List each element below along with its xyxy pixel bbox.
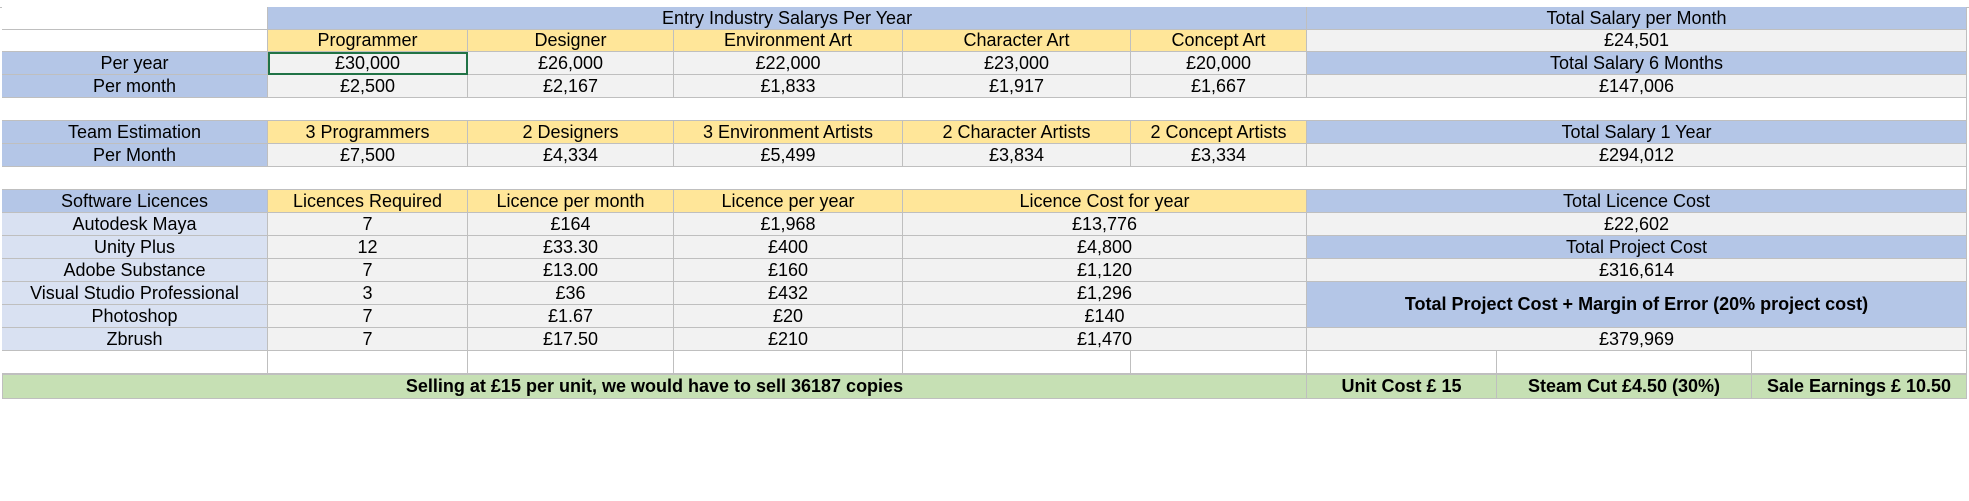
- software-cell[interactable]: £33.30: [468, 236, 674, 259]
- licence-year-header[interactable]: Licence per year: [674, 190, 903, 213]
- software-cell[interactable]: £13.00: [468, 259, 674, 282]
- team-role[interactable]: 3 Environment Artists: [674, 121, 903, 144]
- licences-required-header[interactable]: Licences Required: [268, 190, 468, 213]
- software-name[interactable]: Visual Studio Professional: [2, 282, 268, 305]
- software-cell[interactable]: £160: [674, 259, 903, 282]
- software-cell[interactable]: £400: [674, 236, 903, 259]
- sale-earnings[interactable]: Sale Earnings £ 10.50: [1752, 374, 1967, 399]
- team-month-cell[interactable]: £5,499: [674, 144, 903, 167]
- software-name[interactable]: Adobe Substance: [2, 259, 268, 282]
- team-role[interactable]: 2 Concept Artists: [1131, 121, 1307, 144]
- software-cell[interactable]: £4,800: [903, 236, 1307, 259]
- software-cell[interactable]: 7: [268, 213, 468, 236]
- total-licence-label[interactable]: Total Licence Cost: [1307, 190, 1967, 213]
- software-cell[interactable]: £1,968: [674, 213, 903, 236]
- software-cell[interactable]: 7: [268, 259, 468, 282]
- cell-empty[interactable]: [2, 30, 268, 52]
- software-cell[interactable]: 7: [268, 305, 468, 328]
- steam-cut[interactable]: Steam Cut £4.50 (30%): [1497, 374, 1752, 399]
- software-cell[interactable]: £36: [468, 282, 674, 305]
- software-cell[interactable]: £210: [674, 328, 903, 351]
- per-year-cell[interactable]: £23,000: [903, 52, 1131, 75]
- software-name[interactable]: Photoshop: [2, 305, 268, 328]
- empty-cell[interactable]: [268, 351, 468, 374]
- cell-empty[interactable]: [2, 7, 268, 30]
- per-month-cell[interactable]: £1,667: [1131, 75, 1307, 98]
- empty-row[interactable]: [2, 98, 1967, 121]
- team-estimation-label[interactable]: Team Estimation: [2, 121, 268, 144]
- unit-cost[interactable]: Unit Cost £ 15: [1307, 374, 1497, 399]
- software-cell[interactable]: £1,296: [903, 282, 1307, 305]
- software-cell[interactable]: £1,120: [903, 259, 1307, 282]
- total-1y-label[interactable]: Total Salary 1 Year: [1307, 121, 1967, 144]
- team-month-cell[interactable]: £7,500: [268, 144, 468, 167]
- role-header[interactable]: Programmer: [268, 30, 468, 52]
- entry-salaries-title[interactable]: Entry Industry Salarys Per Year: [268, 7, 1307, 30]
- software-cell[interactable]: £140: [903, 305, 1307, 328]
- software-header[interactable]: Software Licences: [2, 190, 268, 213]
- per-month-label[interactable]: Per month: [2, 75, 268, 98]
- total-month-label[interactable]: Total Salary per Month: [1307, 7, 1967, 30]
- empty-cell[interactable]: [1752, 351, 1967, 374]
- total-6m-value[interactable]: £147,006: [1307, 75, 1967, 98]
- empty-cell[interactable]: [674, 351, 903, 374]
- total-6m-label[interactable]: Total Salary 6 Months: [1307, 52, 1967, 75]
- per-month-cell[interactable]: £2,167: [468, 75, 674, 98]
- software-cell[interactable]: 7: [268, 328, 468, 351]
- software-name[interactable]: Zbrush: [2, 328, 268, 351]
- software-cell[interactable]: £17.50: [468, 328, 674, 351]
- per-year-cell[interactable]: £26,000: [468, 52, 674, 75]
- software-cell[interactable]: £432: [674, 282, 903, 305]
- selling-summary[interactable]: Selling at £15 per unit, we would have t…: [2, 374, 1307, 399]
- software-cell[interactable]: £20: [674, 305, 903, 328]
- empty-sheet-area[interactable]: [0, 399, 1969, 501]
- total-licence-value[interactable]: £22,602: [1307, 213, 1967, 236]
- margin-value[interactable]: £379,969: [1307, 328, 1967, 351]
- role-header[interactable]: Concept Art: [1131, 30, 1307, 52]
- team-month-cell[interactable]: £3,334: [1131, 144, 1307, 167]
- empty-cell[interactable]: [2, 351, 268, 374]
- software-cell[interactable]: £13,776: [903, 213, 1307, 236]
- empty-row[interactable]: [2, 167, 1967, 190]
- software-cell[interactable]: 12: [268, 236, 468, 259]
- per-year-cell[interactable]: £20,000: [1131, 52, 1307, 75]
- role-header[interactable]: Designer: [468, 30, 674, 52]
- per-month-cell[interactable]: £1,833: [674, 75, 903, 98]
- software-cell[interactable]: £1.67: [468, 305, 674, 328]
- per-year-cell[interactable]: £22,000: [674, 52, 903, 75]
- total-1y-value[interactable]: £294,012: [1307, 144, 1967, 167]
- software-cell[interactable]: 3: [268, 282, 468, 305]
- licence-month-header[interactable]: Licence per month: [468, 190, 674, 213]
- per-year-cell-selected[interactable]: £30,000: [268, 52, 468, 75]
- team-month-cell[interactable]: £4,334: [468, 144, 674, 167]
- team-role[interactable]: 2 Character Artists: [903, 121, 1131, 144]
- empty-cell[interactable]: [903, 351, 1131, 374]
- role-header[interactable]: Environment Art: [674, 30, 903, 52]
- software-cell[interactable]: £1,470: [903, 328, 1307, 351]
- software-name[interactable]: Unity Plus: [2, 236, 268, 259]
- margin-label[interactable]: Total Project Cost + Margin of Error (20…: [1307, 282, 1967, 328]
- team-role[interactable]: 2 Designers: [468, 121, 674, 144]
- software-cell[interactable]: £164: [468, 213, 674, 236]
- team-per-month-label[interactable]: Per Month: [2, 144, 268, 167]
- empty-cell[interactable]: [468, 351, 674, 374]
- empty-cell[interactable]: [1307, 351, 1497, 374]
- total-month-value[interactable]: £24,501: [1307, 30, 1967, 52]
- licence-cost-header[interactable]: Licence Cost for year: [903, 190, 1307, 213]
- total-project-value[interactable]: £316,614: [1307, 259, 1967, 282]
- per-month-cell[interactable]: £1,917: [903, 75, 1131, 98]
- team-month-cell[interactable]: £3,834: [903, 144, 1131, 167]
- role-header[interactable]: Character Art: [903, 30, 1131, 52]
- per-month-cell[interactable]: £2,500: [268, 75, 468, 98]
- per-year-label[interactable]: Per year: [2, 52, 268, 75]
- total-project-label[interactable]: Total Project Cost: [1307, 236, 1967, 259]
- empty-cell[interactable]: [1131, 351, 1307, 374]
- empty-cell[interactable]: [1497, 351, 1752, 374]
- team-role[interactable]: 3 Programmers: [268, 121, 468, 144]
- software-name[interactable]: Autodesk Maya: [2, 213, 268, 236]
